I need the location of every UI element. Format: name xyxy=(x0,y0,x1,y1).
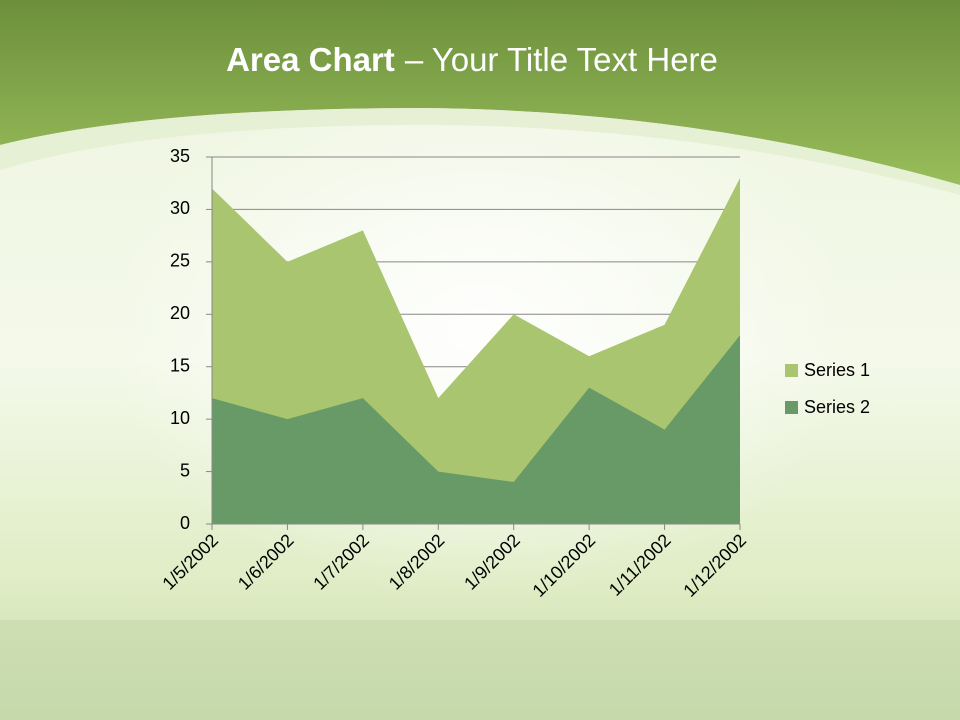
legend: Series 1 Series 2 xyxy=(785,360,870,417)
legend-swatch xyxy=(785,401,798,414)
legend-label: Series 2 xyxy=(804,397,870,417)
slide-title: Area Chart – Your Title Text Here xyxy=(226,41,718,78)
y-tick-label: 30 xyxy=(170,198,190,218)
legend-label: Series 1 xyxy=(804,360,870,380)
grass xyxy=(0,620,960,720)
header-band xyxy=(0,0,960,185)
y-tick-label: 5 xyxy=(180,460,190,480)
legend-swatch xyxy=(785,364,798,377)
y-tick-label: 0 xyxy=(180,513,190,533)
y-tick-label: 20 xyxy=(170,303,190,323)
title-bold: Area Chart xyxy=(226,41,395,78)
area xyxy=(212,335,740,524)
y-tick-label: 35 xyxy=(170,146,190,166)
areas xyxy=(212,177,740,524)
y-tick-label: 25 xyxy=(170,251,190,271)
title-regular: – Your Title Text Here xyxy=(405,41,718,78)
y-tick-label: 15 xyxy=(170,355,190,375)
header-swoosh xyxy=(0,108,960,195)
y-tick-label: 10 xyxy=(170,408,190,428)
